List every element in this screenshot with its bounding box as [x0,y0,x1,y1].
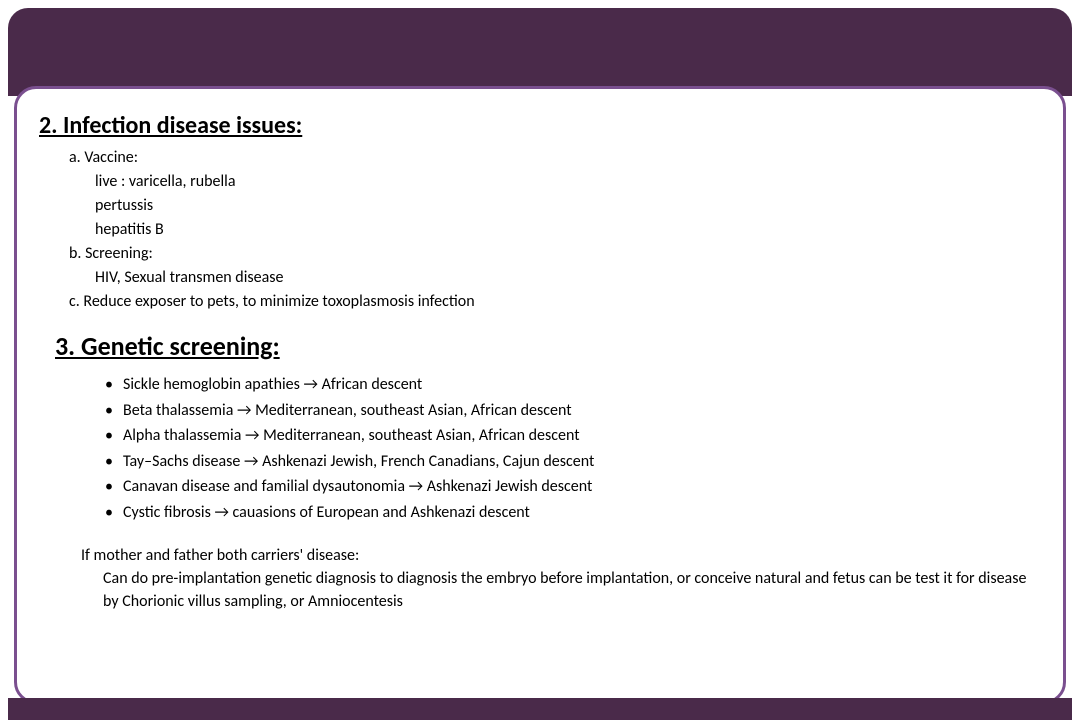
para-lead: If mother and father both carriers' dise… [81,544,1041,567]
bullet-text: Alpha thalassemia → Mediterranean, south… [123,423,580,449]
bullet-dot-icon: • [95,449,123,475]
bullet-dot-icon: • [95,423,123,449]
section-2a-line-2: pertussis [95,194,1041,218]
list-item: •Cystic fibrosis → cauasions of European… [95,500,1041,526]
para-body: Can do pre-implantation genetic diagnosi… [103,567,1041,613]
section-2-body: a. Vaccine: live : varicella, rubella pe… [69,146,1041,314]
section-2a-line-1: live : varicella, rubella [95,170,1041,194]
section-3-heading: 3. Genetic screening: [55,330,1041,362]
section-3-paragraph: If mother and father both carriers' dise… [81,544,1041,614]
list-item: •Alpha thalassemia → Mediterranean, sout… [95,423,1041,449]
list-item: •Canavan disease and familial dysautonom… [95,474,1041,500]
section-3-bullets: •Sickle hemoglobin apathies → African de… [95,372,1041,526]
list-item: •Sickle hemoglobin apathies → African de… [95,372,1041,398]
slide-footer-bar [8,698,1072,720]
section-2a-label: a. Vaccine: [69,146,1041,170]
section-2a-line-3: hepatitis B [95,218,1041,242]
list-item: •Beta thalassemia → Mediterranean, south… [95,398,1041,424]
slide-header-bar [8,8,1072,96]
section-2b-line-1: HIV, Sexual transmen disease [95,266,1041,290]
bullet-dot-icon: • [95,474,123,500]
section-2c-label: c. Reduce exposer to pets, to minimize t… [69,290,1041,314]
bullet-dot-icon: • [95,500,123,526]
bullet-text: Beta thalassemia → Mediterranean, southe… [123,398,572,424]
list-item: •Tay–Sachs disease → Ashkenazi Jewish, F… [95,449,1041,475]
bullet-text: Tay–Sachs disease → Ashkenazi Jewish, Fr… [123,449,594,475]
slide-content: 2. Infection disease issues: a. Vaccine:… [17,89,1063,633]
section-2b-label: b. Screening: [69,242,1041,266]
bullet-dot-icon: • [95,398,123,424]
bullet-text: Canavan disease and familial dysautonomi… [123,474,592,500]
bullet-text: Cystic fibrosis → cauasions of European … [123,500,530,526]
section-2-heading: 2. Infection disease issues: [39,111,1041,140]
bullet-dot-icon: • [95,372,123,398]
slide-content-card: 2. Infection disease issues: a. Vaccine:… [14,86,1066,704]
bullet-text: Sickle hemoglobin apathies → African des… [123,372,422,398]
